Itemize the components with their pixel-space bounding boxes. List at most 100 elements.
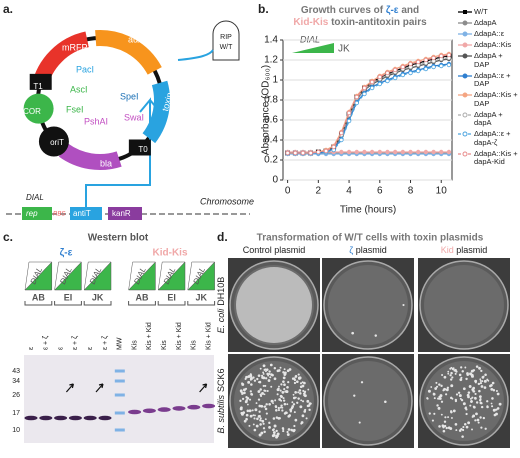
colony [297, 373, 300, 376]
colony [445, 393, 448, 396]
gene-label: oriT [50, 138, 64, 147]
colony [450, 384, 454, 388]
strain-bracket [24, 301, 53, 306]
colony [299, 392, 302, 395]
colony [305, 417, 308, 420]
colony [256, 377, 259, 381]
band-arrow [199, 383, 208, 393]
legend-marker [462, 112, 468, 117]
strain-label: AB [136, 292, 149, 302]
colony [495, 389, 498, 393]
colony [439, 394, 443, 398]
point [323, 148, 329, 154]
legend-swatch [458, 73, 472, 78]
colony [271, 428, 275, 432]
colony [292, 393, 295, 396]
colony [259, 417, 262, 420]
strain-bracket [128, 301, 156, 306]
colony [255, 424, 259, 428]
title-part: and [399, 5, 420, 16]
plate-agar [424, 265, 504, 345]
colony [463, 422, 467, 426]
colony [287, 381, 290, 384]
point [339, 137, 344, 143]
colony [450, 410, 453, 413]
mw-label: 43 [12, 368, 20, 375]
colony [303, 394, 307, 398]
colony [474, 381, 477, 384]
y-tick-label: 1 [272, 75, 278, 86]
protein-band [83, 415, 97, 421]
colony [261, 374, 264, 377]
colony [295, 375, 298, 378]
colony [437, 406, 441, 410]
lane-label: ε + ζ [72, 336, 79, 350]
legend-label: ΔdapA + dapA [474, 109, 503, 127]
title-part: ζ-ε [386, 5, 399, 16]
colony [469, 372, 473, 376]
colony [268, 421, 271, 424]
colony [470, 400, 473, 403]
colony [252, 376, 255, 379]
legend-item: ΔdapA::ε + DAP [458, 71, 520, 89]
tombstone-label: RIP [220, 34, 232, 41]
colony [467, 395, 470, 399]
legend-label: ΔdapA + DAP [474, 51, 503, 69]
rep-box [22, 207, 52, 220]
mw-label: 10 [12, 427, 20, 434]
colony [465, 425, 469, 429]
colony [281, 427, 285, 430]
protein-band [39, 415, 53, 421]
legend-label: ΔdapA::Kis + dapA-Kid [474, 148, 518, 166]
point [331, 144, 336, 150]
point [346, 118, 352, 124]
colony [455, 393, 459, 396]
strain-bracket [83, 301, 112, 306]
colony [432, 392, 435, 395]
colony [492, 389, 496, 392]
colony [252, 414, 255, 417]
colony [293, 411, 296, 414]
legend-item: ΔdapA + dapA [458, 109, 520, 128]
colony [301, 381, 304, 384]
point [431, 55, 436, 61]
chart-title: Kid-Kis toxin-antitoxin pairs [293, 17, 427, 28]
series-line [287, 54, 450, 154]
colony [270, 373, 273, 376]
colony [284, 371, 287, 374]
x-tick-label: 0 [285, 186, 291, 197]
colony [300, 421, 304, 424]
colony [493, 413, 497, 417]
colony [461, 435, 464, 438]
colony [249, 398, 252, 401]
colony [245, 396, 248, 399]
colony [251, 409, 254, 412]
legend-swatch [458, 31, 472, 37]
colony [479, 416, 482, 419]
colony [258, 415, 261, 418]
gene-label: toxin [160, 91, 175, 112]
colony [263, 430, 266, 434]
panel-label: d. [217, 230, 228, 244]
colony [475, 365, 479, 368]
colony [480, 369, 483, 373]
point [423, 57, 429, 63]
colony [492, 408, 496, 412]
colony [266, 372, 269, 376]
colony [297, 376, 301, 380]
colony [306, 399, 310, 403]
column-header: Kid plasmid [441, 245, 488, 255]
gene-arc [58, 143, 122, 170]
lane-label: Kis [131, 340, 138, 350]
legend-marker [462, 53, 468, 59]
colony [273, 377, 277, 381]
dial-label: DIAL [26, 193, 44, 202]
colony [288, 368, 292, 371]
colony [447, 370, 450, 373]
legend-swatch [458, 112, 472, 117]
point [316, 149, 321, 155]
legend-marker [462, 20, 468, 26]
colony [253, 428, 257, 432]
rbs-label: RBS [53, 212, 65, 218]
